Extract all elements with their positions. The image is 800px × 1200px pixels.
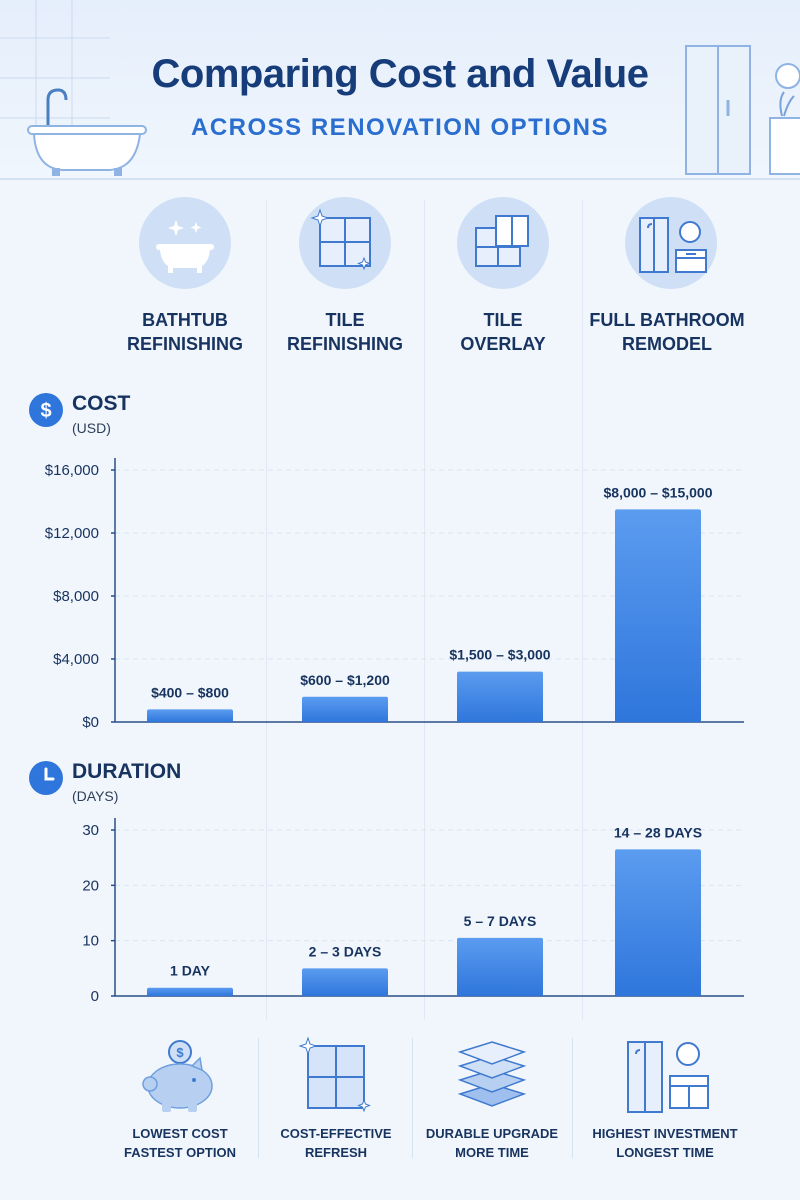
header-banner: Comparing Cost and Value ACROSS RENOVATI… bbox=[0, 0, 800, 180]
option-label-tile-overlay: TILE OVERLAY bbox=[418, 308, 588, 356]
tile-sparkle-icon bbox=[298, 1036, 371, 1113]
column-divider bbox=[582, 200, 583, 1020]
bar bbox=[147, 987, 233, 996]
duration-bar-chart: 0 10 20 30 1 DAY 2 – 3 DAYS 5 – 7 DAYS 14 – 28 … bbox=[82, 818, 744, 1005]
benefit-text-durable-upgrade: DURABLE UPGRADE MORE TIME bbox=[402, 1124, 582, 1162]
bar bbox=[457, 671, 543, 722]
shower-vanity-illustration-icon bbox=[685, 45, 800, 175]
option-line2: REFINISHING bbox=[286, 334, 403, 354]
y-tick-label: $12,000 bbox=[45, 525, 99, 542]
data-label: $8,000 – $15,000 bbox=[604, 484, 713, 500]
dollar-icon: $ bbox=[29, 393, 63, 427]
benefit-divider bbox=[572, 1038, 573, 1158]
option-line2: REFINISHING bbox=[126, 334, 243, 354]
y-tick-label: $8,000 bbox=[53, 588, 99, 605]
duration-section-unit: (DAYS) bbox=[72, 788, 119, 804]
piggy-bank-icon: $ bbox=[142, 1040, 213, 1112]
benefit-divider bbox=[258, 1038, 259, 1158]
option-label-bathtub: BATHTUB REFINISHING bbox=[100, 308, 270, 356]
benefit-text-highest-investment: HIGHEST INVESTMENT LONGEST TIME bbox=[575, 1124, 755, 1162]
data-label: 1 DAY bbox=[170, 963, 211, 979]
benefit-line2: MORE TIME bbox=[455, 1145, 529, 1160]
page-subtitle: ACROSS RENOVATION OPTIONS bbox=[191, 114, 609, 141]
data-label: $400 – $800 bbox=[151, 684, 229, 700]
data-label: 2 – 3 DAYS bbox=[309, 943, 382, 959]
benefit-divider bbox=[412, 1038, 413, 1158]
page-title: Comparing Cost and Value bbox=[151, 52, 649, 96]
benefit-line2: LONGEST TIME bbox=[616, 1145, 714, 1160]
benefit-line1: COST-EFFECTIVE bbox=[280, 1126, 392, 1141]
bathtub-illustration-icon bbox=[0, 0, 147, 176]
bar bbox=[147, 709, 233, 722]
cost-section-title: COST bbox=[72, 392, 131, 415]
column-divider bbox=[266, 200, 267, 1020]
bar bbox=[457, 937, 543, 996]
option-line1: BATHTUB bbox=[142, 310, 228, 330]
tile-overlay-icon bbox=[457, 197, 549, 289]
benefit-line1: LOWEST COST bbox=[132, 1126, 228, 1141]
option-label-tile-refinishing: TILE REFINISHING bbox=[260, 308, 430, 356]
layers-icon bbox=[457, 1041, 527, 1107]
svg-text:$: $ bbox=[40, 400, 51, 422]
option-line2: OVERLAY bbox=[460, 334, 546, 354]
option-label-full-remodel: FULL BATHROOM REMODEL bbox=[582, 308, 752, 356]
bar bbox=[302, 968, 388, 996]
benefit-line1: DURABLE UPGRADE bbox=[425, 1126, 559, 1141]
y-tick-label: 30 bbox=[82, 822, 99, 839]
data-label: 14 – 28 DAYS bbox=[614, 824, 702, 840]
bathroom-remodel-icon bbox=[627, 1041, 709, 1113]
benefit-text-lowest-cost: LOWEST COST FASTEST OPTION bbox=[90, 1124, 270, 1162]
option-line2: REMODEL bbox=[622, 334, 712, 354]
y-tick-label: 20 bbox=[82, 877, 99, 894]
benefit-line1: HIGHEST INVESTMENT bbox=[592, 1126, 738, 1141]
y-tick-label: 0 bbox=[91, 988, 99, 1005]
option-line1: TILE bbox=[483, 310, 523, 330]
y-tick-label: $4,000 bbox=[53, 651, 99, 668]
benefit-line2: FASTEST OPTION bbox=[124, 1145, 236, 1160]
bar bbox=[615, 849, 701, 996]
y-tick-label: $16,000 bbox=[45, 462, 99, 479]
y-tick-label: 10 bbox=[82, 933, 99, 950]
data-label: $1,500 – $3,000 bbox=[449, 647, 550, 663]
duration-section-title: DURATION bbox=[72, 760, 182, 783]
clock-icon bbox=[29, 761, 63, 795]
column-divider bbox=[424, 200, 425, 1020]
bar bbox=[302, 696, 388, 722]
option-line1: FULL BATHROOM bbox=[589, 310, 745, 330]
cost-bar-chart: $0 $4,000 $8,000 $12,000 $16,000 $400 – $800 $… bbox=[45, 458, 744, 731]
benefit-text-cost-effective: COST-EFFECTIVE REFRESH bbox=[246, 1124, 426, 1162]
data-label: $600 – $1,200 bbox=[300, 672, 390, 688]
bathroom-remodel-icon bbox=[625, 197, 717, 289]
bathtub-sparkle-icon bbox=[139, 197, 231, 289]
tile-sparkle-icon bbox=[299, 197, 391, 289]
bar bbox=[615, 509, 701, 722]
svg-text:$: $ bbox=[176, 1045, 184, 1060]
benefit-line2: REFRESH bbox=[304, 1145, 368, 1160]
cost-section-unit: (USD) bbox=[72, 420, 111, 436]
y-tick-label: $0 bbox=[82, 714, 99, 731]
data-label: 5 – 7 DAYS bbox=[464, 913, 537, 929]
option-line1: TILE bbox=[325, 310, 365, 330]
